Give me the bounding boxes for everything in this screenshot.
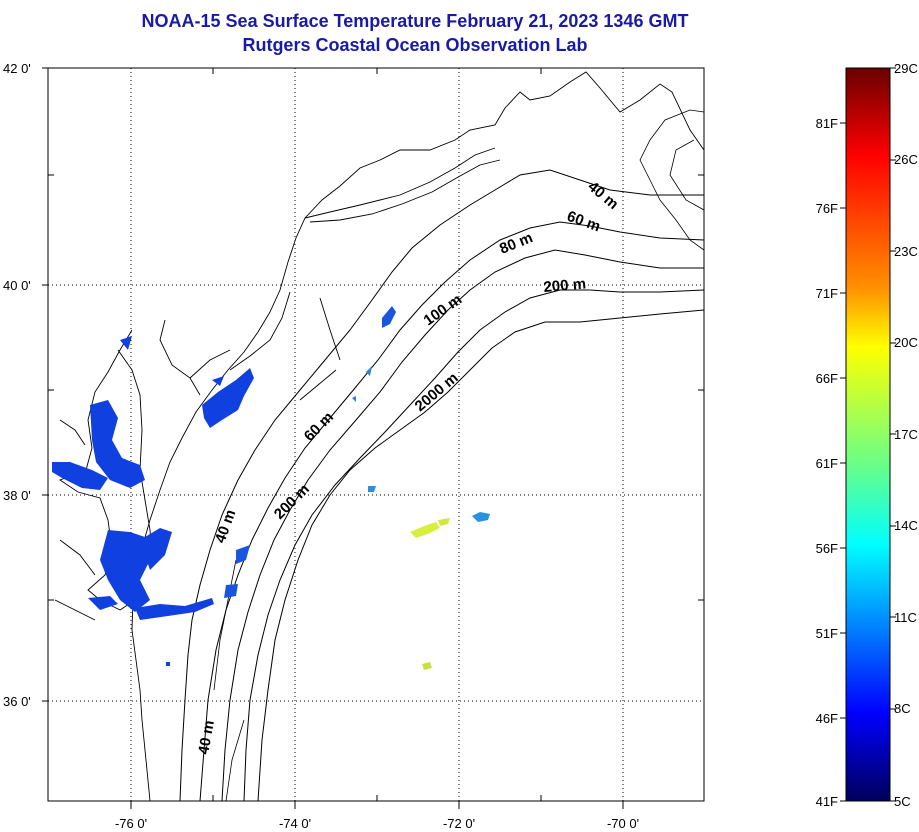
depth-label-200m-ne: 200 m <box>543 275 587 296</box>
map-title: NOAA-15 Sea Surface Temperature February… <box>141 11 689 31</box>
colorbar-ticks <box>840 67 896 802</box>
lat-label-36: 36 0' <box>3 694 31 709</box>
cb-f-76: 76F <box>816 201 838 216</box>
map-frame <box>47 67 705 802</box>
cb-c-14: 14C <box>894 518 918 533</box>
cb-c-23: 23C <box>894 244 918 259</box>
offshore-patch-mid <box>472 512 490 522</box>
cb-f-46: 46F <box>816 711 838 726</box>
cb-f-81: 81F <box>816 116 838 131</box>
cb-c-26: 26C <box>894 152 918 167</box>
cold-water-chesapeake <box>90 400 145 488</box>
cb-c-20: 20C <box>894 335 918 350</box>
cb-f-71: 71F <box>816 286 838 301</box>
contour-40m <box>179 169 704 801</box>
cb-c-11: 11C <box>894 610 917 625</box>
cb-f-41: 41F <box>816 794 838 809</box>
contour-80m <box>221 249 704 801</box>
axis-labels: 42 0' 40 0' 38 0' 36 0' -76 0' -74 0' -7… <box>3 61 639 831</box>
cb-f-66: 66F <box>816 371 838 386</box>
cb-c-29: 29C <box>894 61 918 76</box>
lon-label-72: -72 0' <box>443 816 475 831</box>
cb-f-56: 56F <box>816 541 838 556</box>
cb-f-51: 51F <box>816 626 838 641</box>
lon-label-70: -70 0' <box>607 816 639 831</box>
axis-ticks <box>42 67 704 809</box>
lat-label-40: 40 0' <box>3 278 31 293</box>
map-subtitle: Rutgers Coastal Ocean Observation Lab <box>242 35 588 55</box>
sst-data <box>52 306 490 670</box>
lon-label-74: -74 0' <box>279 816 311 831</box>
long-island-shore <box>304 147 496 219</box>
lat-label-38: 38 0' <box>3 488 31 503</box>
offshore-patch-warm <box>410 522 440 538</box>
cb-c-5: 5C <box>894 794 911 809</box>
lat-label-42: 42 0' <box>3 61 31 76</box>
cb-f-61: 61F <box>816 456 838 471</box>
cold-water-delaware <box>202 368 254 428</box>
cb-c-8: 8C <box>894 701 911 716</box>
graticule <box>48 68 704 801</box>
depth-label-40m-s: 40 m <box>195 719 218 756</box>
contour-200m <box>243 289 704 801</box>
colorbar <box>845 67 891 802</box>
lon-label-76: -76 0' <box>115 816 147 831</box>
cb-c-17: 17C <box>894 427 918 442</box>
colorbar-labels: 29C 26C 23C 20C 17C 14C 11C 8C 5C 81F 76… <box>816 61 918 809</box>
chesapeake-bay <box>59 329 153 611</box>
contour-2000m <box>257 309 704 801</box>
delaware-bay <box>159 319 231 396</box>
